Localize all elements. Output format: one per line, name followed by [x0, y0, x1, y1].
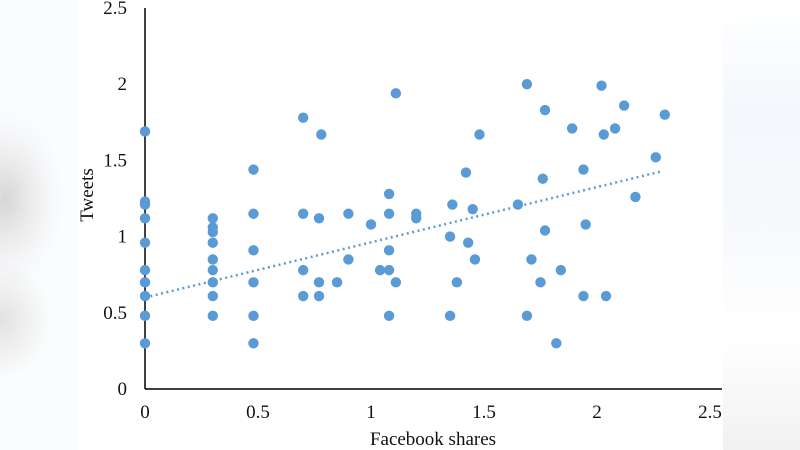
data-point — [383, 310, 395, 322]
data-point — [383, 208, 395, 219]
y-axis-title: Tweets — [77, 168, 98, 222]
data-point — [555, 264, 567, 276]
y-tick-label: 0 — [118, 379, 128, 400]
data-point — [207, 264, 218, 276]
data-point — [248, 338, 259, 349]
data-point — [316, 129, 327, 140]
data-point — [343, 254, 354, 265]
data-point — [248, 277, 259, 288]
data-point — [139, 338, 151, 349]
data-point — [551, 338, 562, 349]
data-point — [650, 152, 661, 163]
data-point — [600, 290, 612, 302]
data-point — [630, 191, 641, 203]
data-point — [207, 254, 218, 265]
data-point — [578, 164, 589, 175]
data-point — [566, 123, 578, 134]
data-point — [444, 310, 456, 322]
data-point — [139, 237, 151, 248]
data-point — [467, 203, 478, 215]
data-point — [207, 310, 218, 322]
data-point — [139, 199, 151, 210]
data-point — [139, 290, 151, 302]
data-point — [248, 164, 259, 175]
data-point — [313, 290, 325, 302]
data-point — [512, 199, 524, 210]
data-point — [298, 290, 309, 302]
data-point — [521, 310, 533, 322]
x-tick-label: 1.5 — [472, 402, 496, 423]
x-tick-label: 2.5 — [698, 402, 722, 423]
data-point — [460, 167, 472, 178]
trendline — [144, 169, 663, 299]
data-point — [578, 290, 589, 302]
data-point — [248, 310, 259, 322]
background-blur-left-lower — [0, 260, 78, 380]
data-point — [207, 213, 218, 224]
y-tick-label: 1 — [118, 227, 128, 248]
data-point — [374, 264, 386, 276]
data-point — [207, 290, 218, 302]
data-point — [207, 277, 218, 288]
data-point — [580, 219, 591, 230]
data-point — [447, 199, 458, 210]
data-point — [383, 245, 395, 256]
data-point — [139, 213, 151, 224]
data-point — [474, 129, 485, 140]
data-point — [383, 264, 395, 276]
data-point — [139, 310, 151, 322]
data-point — [365, 219, 377, 230]
y-tick-label: 1.5 — [103, 150, 127, 171]
data-point — [383, 188, 395, 200]
x-tick-label: 0.5 — [246, 402, 270, 423]
data-points — [139, 79, 670, 349]
data-point — [451, 277, 463, 288]
data-point — [469, 254, 481, 265]
background-blur-right — [723, 0, 800, 450]
data-point — [521, 79, 533, 90]
data-point — [659, 109, 670, 120]
data-point — [298, 112, 309, 123]
data-point — [139, 264, 151, 276]
x-tick-label: 2 — [592, 402, 602, 423]
data-point — [539, 225, 551, 236]
data-point — [248, 208, 259, 219]
y-tick-label: 2 — [118, 74, 128, 95]
data-point — [343, 208, 354, 219]
data-point — [411, 213, 422, 224]
data-point — [248, 245, 259, 256]
data-point — [207, 237, 218, 248]
data-point — [331, 277, 343, 288]
data-point — [207, 226, 218, 238]
data-point — [298, 264, 309, 276]
data-point — [526, 254, 537, 265]
data-point — [609, 123, 621, 134]
data-point — [596, 80, 607, 91]
y-tick-label: 0.5 — [103, 303, 127, 324]
data-point — [390, 88, 402, 99]
data-point — [444, 231, 456, 242]
data-point — [539, 104, 551, 116]
x-tick-labels: 0 0.5 1 1.5 2 2.5 — [140, 402, 722, 423]
data-point — [537, 173, 548, 184]
data-point — [462, 237, 474, 248]
data-point — [313, 213, 325, 224]
data-point — [535, 277, 546, 288]
x-tick-label: 0 — [140, 402, 150, 423]
data-point — [139, 126, 151, 137]
y-tick-label: 2.5 — [103, 0, 127, 19]
data-point — [598, 129, 609, 140]
x-tick-label: 1 — [366, 402, 376, 423]
data-point — [390, 277, 402, 288]
data-point — [313, 277, 325, 288]
data-point — [298, 208, 309, 219]
data-point — [618, 100, 630, 111]
x-axis-title: Facebook shares — [370, 429, 496, 450]
y-tick-labels: 0 0.5 1 1.5 2 2.5 — [103, 0, 127, 400]
data-point — [139, 277, 151, 288]
